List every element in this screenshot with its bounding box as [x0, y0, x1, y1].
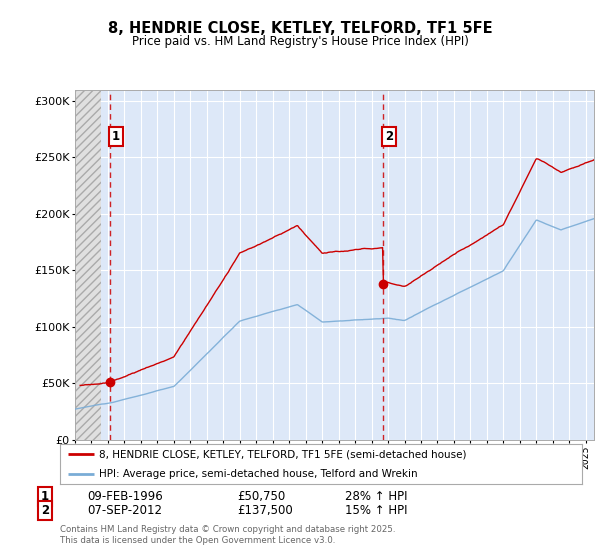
- Text: 15% ↑ HPI: 15% ↑ HPI: [345, 504, 407, 517]
- Text: 28% ↑ HPI: 28% ↑ HPI: [345, 490, 407, 503]
- Text: 1: 1: [41, 490, 49, 503]
- Text: 2: 2: [41, 504, 49, 517]
- Text: 09-FEB-1996: 09-FEB-1996: [87, 490, 163, 503]
- Text: 1: 1: [112, 130, 120, 143]
- Text: £50,750: £50,750: [237, 490, 285, 503]
- Text: Price paid vs. HM Land Registry's House Price Index (HPI): Price paid vs. HM Land Registry's House …: [131, 35, 469, 48]
- Text: 8, HENDRIE CLOSE, KETLEY, TELFORD, TF1 5FE: 8, HENDRIE CLOSE, KETLEY, TELFORD, TF1 5…: [107, 21, 493, 36]
- Text: HPI: Average price, semi-detached house, Telford and Wrekin: HPI: Average price, semi-detached house,…: [99, 469, 418, 479]
- Text: 8, HENDRIE CLOSE, KETLEY, TELFORD, TF1 5FE (semi-detached house): 8, HENDRIE CLOSE, KETLEY, TELFORD, TF1 5…: [99, 449, 467, 459]
- Text: 2: 2: [385, 130, 393, 143]
- Text: Contains HM Land Registry data © Crown copyright and database right 2025.
This d: Contains HM Land Registry data © Crown c…: [60, 525, 395, 545]
- Bar: [75, 90, 101, 440]
- Text: 07-SEP-2012: 07-SEP-2012: [87, 504, 162, 517]
- Text: £137,500: £137,500: [237, 504, 293, 517]
